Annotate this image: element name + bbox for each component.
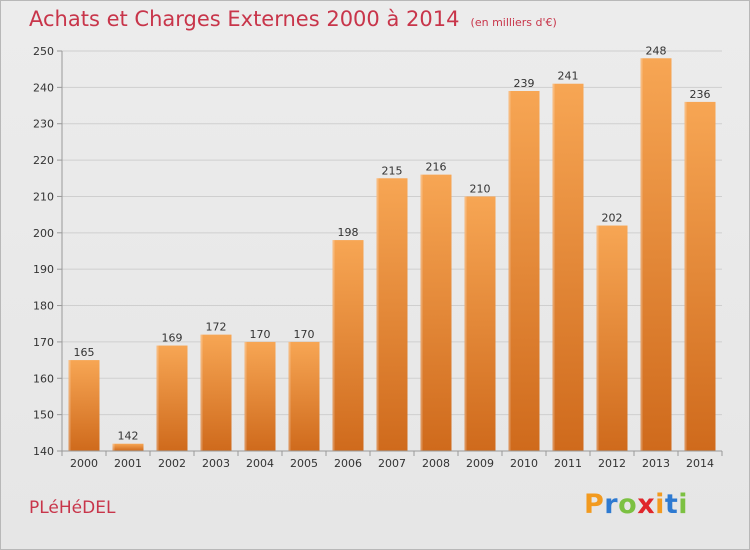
bar-value-label: 236: [690, 88, 711, 101]
bar-highlight: [68, 360, 71, 451]
bar-value-label: 248: [646, 44, 667, 57]
bar-value-label: 142: [118, 430, 139, 443]
logo-letter: x: [637, 489, 656, 520]
bar-highlight: [332, 240, 335, 451]
bars: 165 142 169 172 170 170 198 215 216 210 239 241 202 2…: [68, 44, 716, 452]
x-tick-label: 2011: [554, 457, 582, 470]
bar-highlight: [200, 334, 203, 451]
y-tick-label: 170: [33, 336, 54, 349]
x-tick-label: 2003: [202, 457, 230, 470]
logo-letter: o: [618, 489, 638, 520]
chart-subtitle: (en milliers d'€): [470, 16, 557, 29]
bar: [684, 101, 716, 451]
x-tick-label: 2006: [334, 457, 362, 470]
logo-letter: i: [655, 489, 665, 520]
logo-letter: r: [604, 489, 619, 520]
title-block: Achats et Charges Externes 2000 à 2014 (…: [29, 7, 557, 31]
y-tick-label: 250: [33, 45, 54, 58]
bar-highlight: [420, 174, 423, 452]
x-tick-label: 2012: [598, 457, 626, 470]
x-tick-label: 2001: [114, 457, 142, 470]
chart-title: Achats et Charges Externes 2000 à 2014: [29, 7, 460, 31]
bar: [376, 178, 408, 452]
y-tick-label: 190: [33, 263, 54, 276]
bar: [420, 174, 452, 452]
bar-highlight: [244, 341, 247, 451]
bar-highlight: [596, 225, 599, 451]
bar-value-label: 165: [74, 346, 95, 359]
y-tick-label: 140: [33, 445, 54, 458]
town-name: PLéHéDEL: [29, 498, 116, 518]
axes: 140 150 160 170 180 190 200 210 220 230 240 250 2000…: [33, 45, 723, 470]
bar-value-label: 241: [558, 70, 579, 83]
x-tick-label: 2008: [422, 457, 450, 470]
bar-highlight: [112, 443, 115, 451]
proxiti-logo: Proxiti: [584, 489, 688, 520]
bar: [508, 91, 540, 451]
bar-value-label: 202: [602, 212, 623, 225]
bar-value-label: 169: [162, 332, 183, 345]
x-tick-label: 2010: [510, 457, 538, 470]
x-tick-label: 2009: [466, 457, 494, 470]
y-tick-label: 160: [33, 372, 54, 385]
y-tick-label: 210: [33, 190, 54, 203]
y-tick-label: 240: [33, 81, 54, 94]
bar-value-label: 170: [294, 328, 315, 341]
bar-value-label: 210: [470, 182, 491, 195]
bar-value-label: 172: [206, 321, 227, 334]
bar-value-label: 239: [514, 77, 535, 90]
bar-value-label: 216: [426, 161, 447, 174]
bar: [112, 443, 144, 451]
bar-highlight: [376, 178, 379, 452]
y-tick-label: 150: [33, 409, 54, 422]
bar: [464, 196, 496, 451]
bar: [156, 345, 188, 451]
bar-value-label: 198: [338, 226, 359, 239]
bar-highlight: [552, 83, 555, 452]
bar: [640, 58, 672, 451]
y-tick-label: 230: [33, 118, 54, 131]
logo-letter: i: [678, 489, 689, 520]
bar-highlight: [640, 58, 643, 451]
bar: [200, 334, 232, 451]
x-tick-label: 2002: [158, 457, 186, 470]
x-tick-label: 2000: [70, 457, 98, 470]
x-tick-label: 2013: [642, 457, 670, 470]
y-tick-label: 220: [33, 154, 54, 167]
bar: [596, 225, 628, 451]
y-tick-label: 180: [33, 300, 54, 313]
bar: [68, 360, 100, 451]
logo-letter: t: [664, 489, 679, 520]
bar-highlight: [684, 101, 687, 451]
x-tick-label: 2004: [246, 457, 274, 470]
bar-value-label: 170: [250, 328, 271, 341]
bar: [244, 341, 276, 451]
logo-letter: P: [584, 489, 605, 520]
bar: [552, 83, 584, 452]
y-tick-label: 200: [33, 227, 54, 240]
bar-highlight: [156, 345, 159, 451]
bar: [288, 341, 320, 451]
bar: [332, 240, 364, 451]
x-tick-label: 2007: [378, 457, 406, 470]
bar-value-label: 215: [382, 164, 403, 177]
bar-highlight: [464, 196, 467, 451]
x-tick-label: 2014: [686, 457, 714, 470]
bar-highlight: [288, 341, 291, 451]
x-tick-label: 2005: [290, 457, 318, 470]
bar-highlight: [508, 91, 511, 451]
